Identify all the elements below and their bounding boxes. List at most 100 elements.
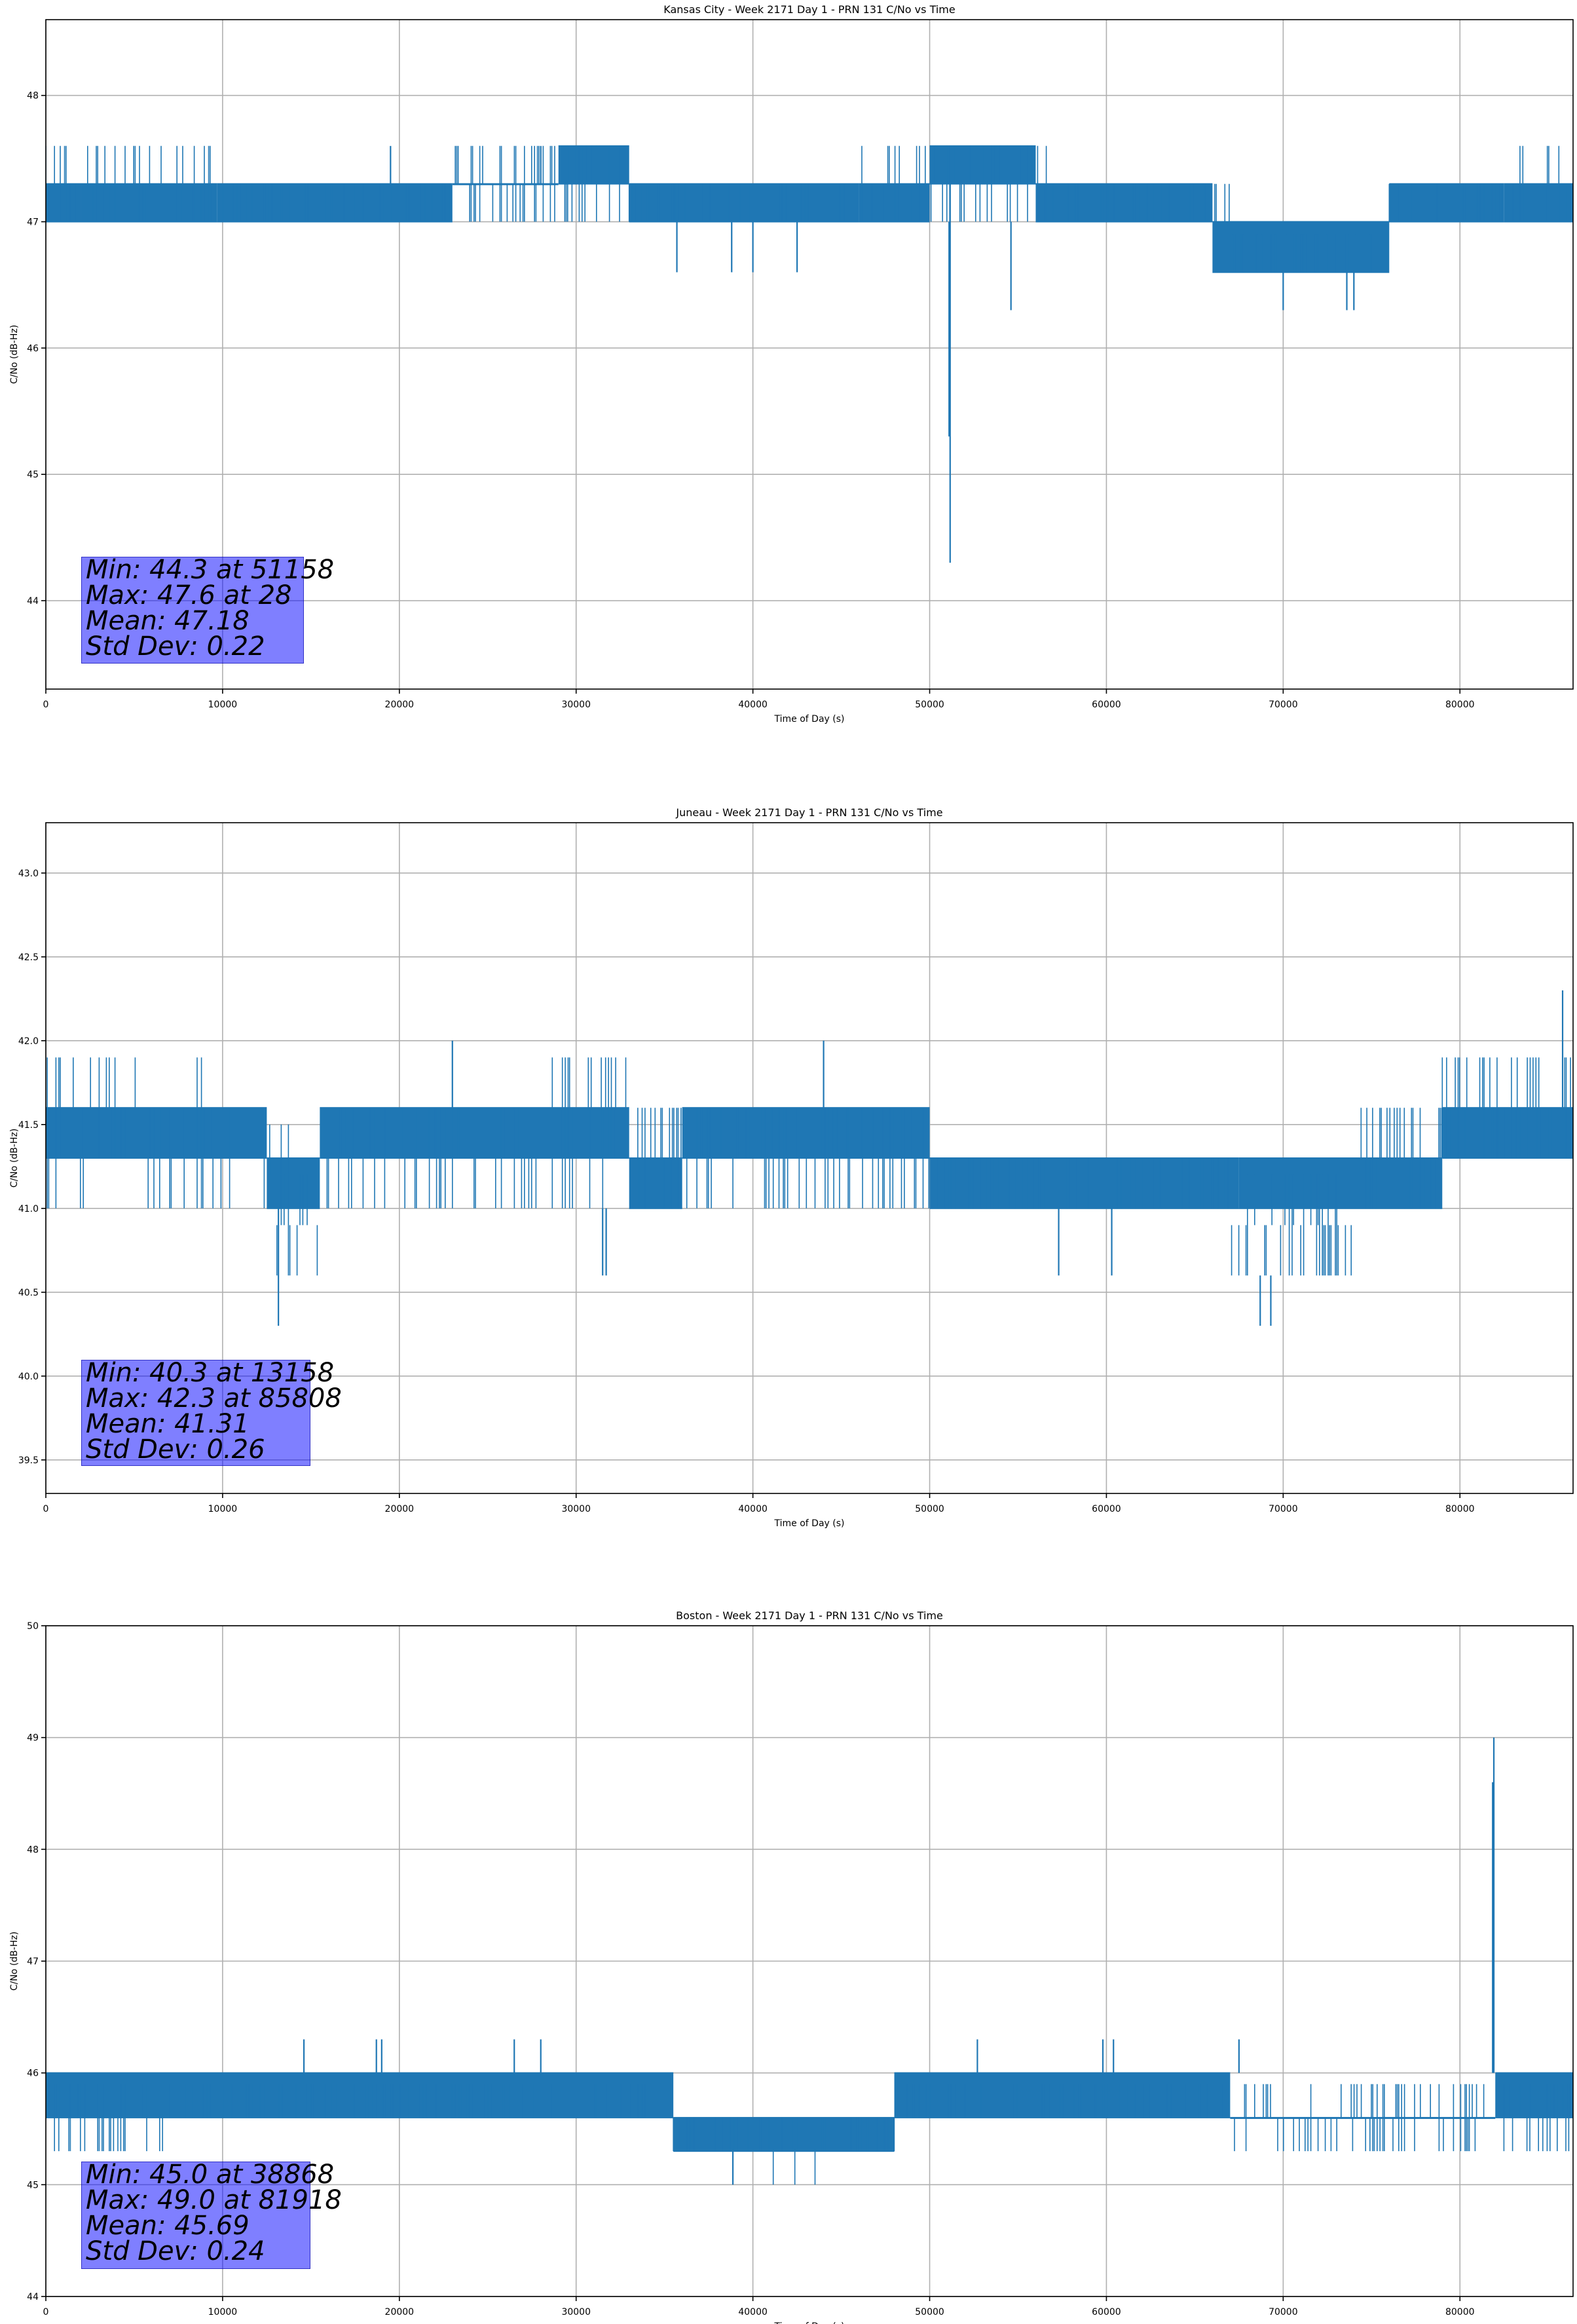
axes-frame [45, 822, 1574, 1494]
y-axis-label: C/No (dB-Hz) [9, 1129, 20, 1188]
stats-annotation: Min: 40.3 at 13158 Max: 42.3 at 85808 Mean… [81, 1358, 342, 1466]
trace-noise [1233, 234, 1372, 272]
trace-noise [269, 1124, 318, 1276]
trace-noise [1441, 1057, 1571, 1158]
stats-line: Std Dev: 0.22 [86, 631, 265, 662]
trace-noise [1388, 183, 1502, 222]
trace-noise [1052, 183, 1230, 222]
trace-band [1504, 183, 1573, 223]
y-tick-label: 46 [27, 2069, 39, 2079]
y-tick-label: 39.5 [18, 1455, 39, 1466]
x-tick-label: 40000 [738, 1504, 768, 1514]
trace-noise [1512, 145, 1572, 222]
stats-line: Mean: 41.31 [86, 1409, 250, 1439]
y-tick-label: 45 [27, 470, 39, 480]
x-tick-label: 0 [43, 2307, 49, 2317]
chart-title: Kansas City - Week 2171 Day 1 - PRN 131 … [663, 3, 955, 16]
y-tick-label: 46 [27, 343, 39, 354]
stats-line: Mean: 47.18 [86, 606, 250, 636]
chart-title: Juneau - Week 2171 Day 1 - PRN 131 C/No … [675, 806, 942, 819]
x-tick-label: 60000 [1092, 700, 1121, 710]
trace-band [673, 2116, 895, 2152]
x-tick-label: 50000 [915, 700, 944, 710]
x-tick-label: 70000 [1269, 1504, 1298, 1514]
x-tick-label: 40000 [738, 2307, 768, 2317]
y-tick-label: 42.0 [18, 1036, 39, 1047]
x-tick-label: 30000 [561, 2307, 591, 2317]
x-tick-label: 10000 [208, 700, 238, 710]
stats-line: Min: 45.0 at 38868 [86, 2160, 335, 2190]
stats-line: Std Dev: 0.26 [86, 1434, 265, 1465]
y-tick-label: 41.5 [18, 1120, 39, 1131]
y-tick-label: 40.5 [18, 1288, 39, 1298]
trace-noise [222, 183, 450, 222]
x-tick-label: 10000 [208, 1504, 238, 1514]
trace-band [894, 2072, 1231, 2118]
y-tick-label: 47 [27, 1957, 39, 1967]
stats-line: Min: 44.3 at 51158 [86, 555, 335, 585]
y-tick-label: 48 [27, 1845, 39, 1855]
stats-line: Max: 42.3 at 85808 [86, 1383, 342, 1414]
trace-noise [937, 1158, 1229, 1209]
trace-band [1230, 2116, 1496, 2119]
trace-noise [455, 145, 620, 222]
trace-noise [326, 1108, 537, 1209]
trace-band [629, 183, 859, 223]
y-tick-label: 43.0 [18, 869, 39, 879]
chart-panel-1: 0 10000 20000 30000 40000 50000 60000 70000 8000… [9, 3, 1574, 724]
y-axis-label: C/No (dB-Hz) [9, 325, 20, 384]
x-axis-label: Time of Day (s) [774, 2321, 845, 2324]
y-tick-label: 50 [27, 1621, 39, 1632]
trace-band [217, 183, 453, 223]
y-axis-label: C/No (dB-Hz) [9, 1932, 20, 1991]
trace-band [682, 1107, 930, 1159]
trace-band [859, 183, 930, 223]
y-tick-label: 44 [27, 2292, 39, 2302]
stats-line: Std Dev: 0.24 [86, 2236, 265, 2266]
stats-annotation: Min: 45.0 at 38868 Max: 49.0 at 81918 Mean… [81, 2160, 342, 2269]
data-trace [46, 1737, 1573, 2185]
stats-line: Min: 40.3 at 13158 [86, 1358, 335, 1388]
trace-noise [823, 2117, 895, 2152]
x-tick-label: 40000 [738, 700, 768, 710]
x-tick-label: 70000 [1269, 700, 1298, 710]
trace-band [46, 2072, 674, 2118]
y-tick-label: 40.0 [18, 1372, 39, 1382]
x-tick-label: 30000 [561, 700, 591, 710]
trace-noise [630, 1108, 930, 1209]
stats-line: Max: 47.6 at 28 [86, 580, 292, 610]
trace-noise [673, 2117, 762, 2152]
trace-band [452, 183, 559, 185]
trace-band [1238, 1157, 1443, 1209]
x-tick-label: 10000 [208, 2307, 238, 2317]
data-trace [46, 145, 1573, 563]
trace-band [558, 145, 629, 185]
x-tick-label: 20000 [385, 2307, 415, 2317]
y-tick-label: 49 [27, 1733, 39, 1744]
trace-noise [46, 1057, 213, 1209]
trace-band [46, 183, 81, 223]
trace-band [320, 1107, 629, 1159]
trace-noise [220, 1108, 265, 1209]
y-tick-label: 41.0 [18, 1204, 39, 1214]
trace-noise [1234, 2084, 1570, 2152]
chart-panel-3: 0 10000 20000 30000 40000 50000 60000 70000 8000… [9, 1609, 1574, 2324]
x-tick-label: 80000 [1445, 1504, 1475, 1514]
x-axis-label: Time of Day (s) [774, 1518, 845, 1529]
data-trace [46, 990, 1573, 1326]
x-tick-label: 50000 [915, 2307, 944, 2317]
trace-noise [861, 145, 1047, 222]
trace-noise [628, 183, 846, 222]
axes-frame [45, 19, 1574, 690]
trace-noise [48, 2084, 163, 2152]
x-tick-label: 50000 [915, 1504, 944, 1514]
trace-band [929, 1157, 1239, 1209]
y-tick-label: 42.5 [18, 952, 39, 963]
y-tick-label: 47 [27, 217, 39, 228]
trace-band [46, 1107, 267, 1159]
x-tick-label: 70000 [1269, 2307, 1298, 2317]
stats-line: Mean: 45.69 [86, 2211, 250, 2241]
trace-noise [169, 2084, 672, 2118]
trace-band [1035, 183, 1213, 223]
stats-annotation: Min: 44.3 at 51158 Max: 47.6 at 28 Mean: 4… [81, 555, 335, 664]
